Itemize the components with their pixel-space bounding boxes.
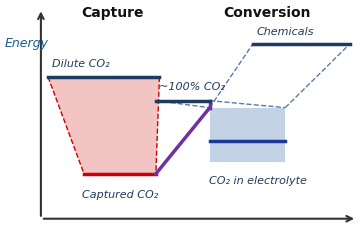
Polygon shape (210, 108, 285, 162)
Text: Captured CO₂: Captured CO₂ (82, 190, 158, 200)
Text: CO₂ in electrolyte: CO₂ in electrolyte (209, 176, 307, 186)
Text: Conversion: Conversion (223, 6, 311, 20)
Text: Dilute CO₂: Dilute CO₂ (52, 59, 109, 69)
Text: Chemicals: Chemicals (256, 27, 314, 37)
Text: Energy: Energy (5, 38, 49, 50)
Text: Capture: Capture (81, 6, 144, 20)
Polygon shape (48, 77, 159, 174)
Text: ~100% CO₂: ~100% CO₂ (159, 82, 225, 92)
